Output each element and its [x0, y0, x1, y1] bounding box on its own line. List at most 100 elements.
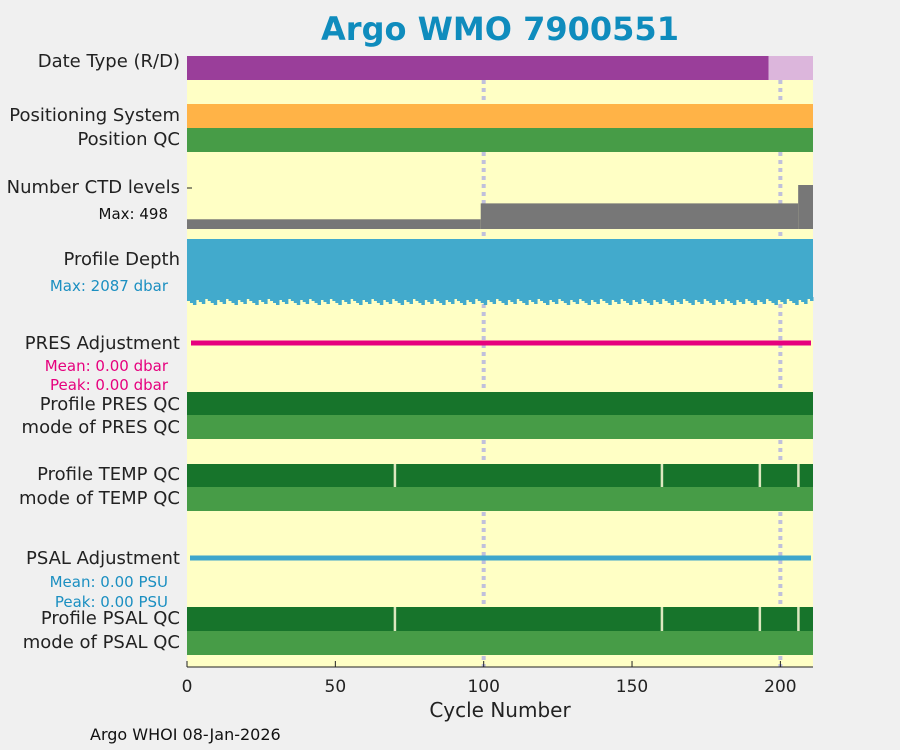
- profile-depth-bar: [501, 297, 505, 303]
- profile-depth-bar: [608, 297, 612, 305]
- profile-depth-bar: [252, 297, 256, 303]
- profile-depth-bar: [436, 297, 440, 301]
- profile-depth-bar: [246, 297, 250, 299]
- profile-depth-bar: [293, 297, 298, 303]
- profile-depth-bar: [525, 297, 529, 305]
- profile-depth-bar: [679, 297, 683, 304]
- profile-depth-bar: [302, 297, 307, 302]
- profile-depth-bar: [673, 297, 678, 300]
- profile-depth-bar: [210, 297, 215, 303]
- profile-depth-bar: [326, 297, 330, 304]
- profile-depth-bar: [189, 297, 194, 303]
- profile-depth-bar: [617, 297, 621, 304]
- profile-depth-bar: [492, 297, 497, 304]
- profile-depth-band: [187, 239, 813, 299]
- profile-depth-bar: [281, 297, 286, 302]
- profile-depth-bar: [480, 297, 485, 303]
- temp-mode-bar: [187, 487, 813, 511]
- profile-depth-bar: [468, 297, 473, 302]
- x-tick-label: 50: [325, 677, 347, 697]
- profile-depth-bar: [427, 297, 431, 302]
- profile-depth-bar: [439, 297, 443, 303]
- profile-depth-bar: [792, 297, 796, 303]
- profile-depth-bar: [353, 297, 357, 301]
- profile-depth-bar: [768, 297, 772, 301]
- profile-depth-bar: [296, 297, 301, 305]
- pres-mode-bar: [187, 415, 813, 439]
- profile-depth-bar: [373, 297, 378, 301]
- profile-depth-bar: [471, 297, 476, 304]
- profile-depth-bar: [195, 297, 200, 300]
- profile-depth-bar: [273, 297, 277, 303]
- label-pres-peak: Peak: 0.00 dbar: [49, 376, 168, 394]
- profile-depth-bar: [287, 297, 292, 299]
- profile-depth-bar: [774, 297, 778, 305]
- profile-depth-bar: [599, 297, 603, 299]
- profile-depth-bar: [543, 297, 547, 303]
- profile-depth-bar: [658, 297, 663, 304]
- profile-depth-bar: [198, 297, 203, 302]
- label-pres-mode: mode of PRES QC: [21, 417, 180, 438]
- profile-depth-bar: [222, 297, 227, 304]
- profile-depth-bar: [329, 297, 333, 299]
- profile-depth-bar: [676, 297, 680, 302]
- profile-depth-bar: [762, 297, 767, 304]
- profile-depth-bar: [433, 297, 437, 299]
- profile-depth-bar: [786, 297, 790, 299]
- profile-depth-bar: [602, 297, 606, 301]
- ctd-levels-bar: [480, 203, 799, 229]
- profile-depth-bar: [344, 297, 348, 302]
- profile-depth-bar: [682, 297, 686, 299]
- profile-depth-bar: [738, 297, 743, 302]
- profile-depth-bar: [732, 297, 737, 305]
- profile-depth-bar: [276, 297, 280, 305]
- temp-qc-break: [393, 464, 397, 487]
- profile-depth-bar: [421, 297, 425, 305]
- temp-qc-bar: [187, 464, 813, 487]
- profile-depth-bar: [578, 297, 583, 299]
- chart-title: Argo WMO 7900551: [321, 10, 679, 48]
- profile-depth-bar: [655, 297, 660, 302]
- profile-depth-bar: [522, 297, 526, 303]
- label-pres-mean: Mean: 0.00 dbar: [44, 357, 168, 375]
- profile-depth-bar: [213, 297, 218, 305]
- profile-depth-bar: [709, 297, 713, 303]
- profile-depth-bar: [412, 297, 416, 299]
- temp-qc-break: [660, 464, 664, 487]
- profile-depth-bar: [605, 297, 609, 303]
- label-psal-mode: mode of PSAL QC: [22, 632, 180, 653]
- profile-depth-bar: [258, 297, 262, 300]
- profile-depth-bar: [620, 297, 624, 299]
- profile-depth-bar: [192, 297, 197, 305]
- profile-depth-bar: [445, 297, 449, 300]
- profile-depth-bar: [454, 297, 458, 299]
- profile-depth-bar: [581, 297, 586, 301]
- temp-qc-break: [758, 464, 762, 487]
- profile-depth-bar: [338, 297, 342, 305]
- profile-depth-bar: [391, 297, 396, 299]
- date-type-realtime-bar: [187, 56, 769, 80]
- positioning-bar: [187, 104, 813, 128]
- profile-depth-bar: [370, 297, 375, 299]
- profile-depth-bar: [495, 297, 500, 299]
- profile-depth-bar: [498, 297, 502, 301]
- profile-depth-bar: [759, 297, 764, 302]
- profile-depth-bar: [365, 297, 369, 302]
- profile-depth-bar: [367, 297, 372, 304]
- profile-depth-bar: [510, 297, 514, 302]
- profile-depth-bar: [697, 297, 701, 302]
- profile-depth-bar: [735, 297, 740, 300]
- profile-depth-bar: [314, 297, 319, 303]
- label-pres-qc: Profile PRES QC: [39, 394, 180, 415]
- profile-depth-bar: [593, 297, 597, 302]
- profile-depth-bar: [810, 297, 814, 301]
- profile-depth-bar: [688, 297, 692, 303]
- label-pres-adjustment: PRES Adjustment: [24, 333, 180, 354]
- profile-depth-bar: [409, 297, 413, 304]
- profile-depth-bar: [394, 297, 399, 301]
- profile-depth-bar: [489, 297, 494, 302]
- profile-depth-bar: [623, 297, 627, 301]
- profile-depth-bar: [691, 297, 695, 305]
- ctd-levels-bar: [798, 185, 813, 229]
